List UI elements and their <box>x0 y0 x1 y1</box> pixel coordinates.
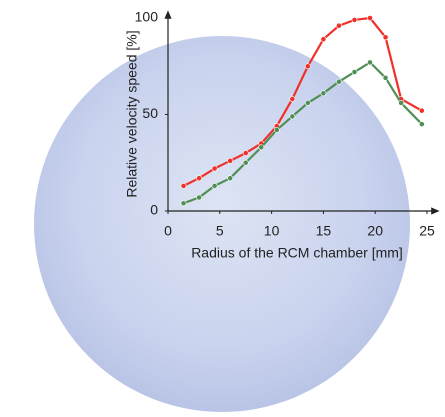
data-point <box>258 144 265 151</box>
data-point <box>382 74 389 81</box>
data-point <box>304 63 311 70</box>
data-point <box>320 90 327 97</box>
data-point <box>367 15 373 21</box>
y-tick-label: 50 <box>142 105 158 121</box>
data-point <box>398 100 404 106</box>
data-point <box>289 96 296 102</box>
data-point <box>196 194 202 201</box>
data-point <box>320 36 327 43</box>
data-point <box>273 127 280 133</box>
data-point <box>227 157 234 164</box>
data-point <box>367 59 373 66</box>
data-point <box>304 100 311 106</box>
x-tick-label: 25 <box>419 223 435 239</box>
data-point <box>196 175 202 182</box>
data-point <box>351 69 358 75</box>
data-point <box>242 150 249 156</box>
data-point <box>418 121 425 128</box>
data-point <box>211 165 218 172</box>
y-tick-label: 100 <box>135 9 159 25</box>
x-tick-label: 5 <box>216 223 224 239</box>
background-disc <box>34 36 410 412</box>
data-point <box>351 17 358 23</box>
series-line <box>183 16 423 187</box>
data-point <box>382 34 389 41</box>
data-point <box>180 200 187 207</box>
x-tick-label: 10 <box>264 223 280 239</box>
data-point <box>180 183 187 189</box>
y-axis-title: Relative velocity speed [%] <box>124 30 140 197</box>
x-axis-title: Radius of the RCM chamber [mm] <box>191 245 403 261</box>
data-point <box>336 22 342 29</box>
x-tick-label: 0 <box>164 223 172 239</box>
y-tick-label: 0 <box>150 202 158 218</box>
data-point <box>336 78 342 85</box>
data-point <box>242 159 249 166</box>
x-tick-label: 15 <box>316 223 332 239</box>
data-point <box>418 107 425 114</box>
x-tick-label: 20 <box>367 223 383 239</box>
series-line <box>183 61 423 205</box>
data-point <box>289 113 296 120</box>
data-point <box>211 183 218 189</box>
data-point <box>227 175 234 182</box>
